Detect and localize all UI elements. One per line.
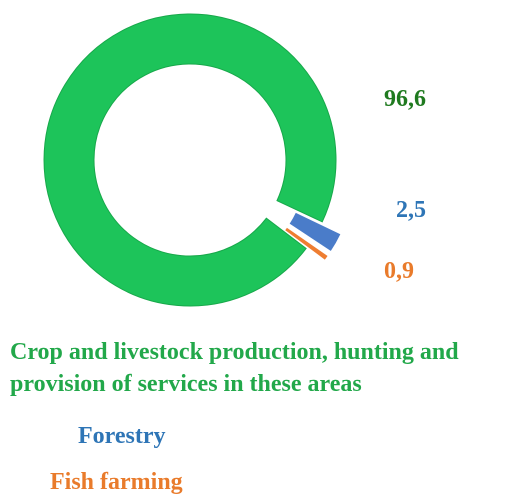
legend-entry-forestry: Forestry [78,423,166,449]
donut-slice-forestry [288,212,342,252]
legend-entry-crop: Crop and livestock production, hunting a… [10,339,459,397]
value-label-forestry: 2,5 [396,197,426,223]
value-label-crop: 96,6 [384,86,426,112]
donut-slice-fish [284,227,329,261]
value-label-fish: 0,9 [384,258,414,284]
legend-entry-fish: Fish farming [50,469,183,495]
donut-slice-crop [43,13,337,307]
donut-slices [43,13,342,307]
